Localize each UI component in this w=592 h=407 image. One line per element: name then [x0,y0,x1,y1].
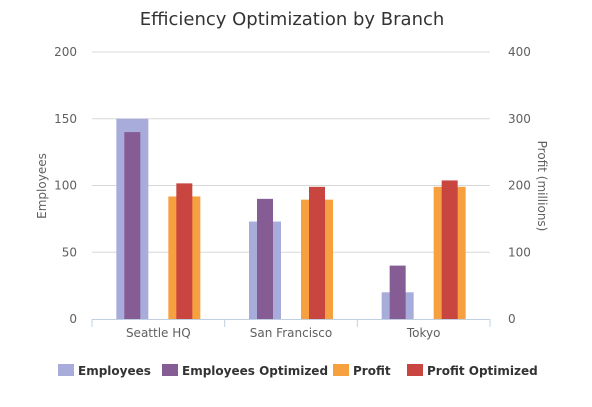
legend-item[interactable]: Employees Optimized [162,364,328,378]
bar-profit-optimized[interactable] [309,186,325,319]
left-tick-label: 0 [69,312,77,326]
bar-profit-optimized[interactable] [176,183,193,319]
grid [92,51,490,253]
bars [116,118,466,319]
legend-swatch [333,364,349,376]
bar-employees-optimized[interactable] [257,198,273,319]
bar-employees-optimized[interactable] [124,132,141,319]
legend-swatch [58,364,74,376]
left-tick-label: 150 [54,112,77,126]
legend-swatch [407,364,423,376]
axes: 0 50 100 150 200 0 100 200 300 400 Seattle HQ San F… [54,45,531,340]
legend-label: Employees [78,364,151,378]
legend: Employees Employees Optimized Profit Profit… [58,364,538,378]
left-tick-label: 100 [54,179,77,193]
bar-profit-optimized[interactable] [441,180,458,319]
right-tick-label: 200 [508,179,531,193]
legend-label: Employees Optimized [182,364,328,378]
chart-title: Efficiency Optimization by Branch [140,9,445,30]
legend-item[interactable]: Profit [333,364,391,378]
category-label: San Francisco [250,326,332,340]
right-tick-label: 0 [508,312,516,326]
right-tick-label: 400 [508,45,531,59]
category-label: Seattle HQ [126,326,191,340]
bar-employees-optimized[interactable] [389,265,406,319]
left-tick-label: 200 [54,45,77,59]
legend-item[interactable]: Profit Optimized [407,364,538,378]
legend-swatch [162,364,178,376]
left-axis-title: Employees [35,153,49,219]
legend-label: Profit Optimized [427,364,538,378]
right-axis-title: Profit (millions) [535,141,549,232]
right-tick-label: 300 [508,112,531,126]
right-tick-label: 100 [508,245,531,259]
left-tick-label: 50 [62,245,77,259]
category-label: Tokyo [406,326,441,340]
legend-item[interactable]: Employees [58,364,151,378]
legend-label: Profit [353,364,391,378]
